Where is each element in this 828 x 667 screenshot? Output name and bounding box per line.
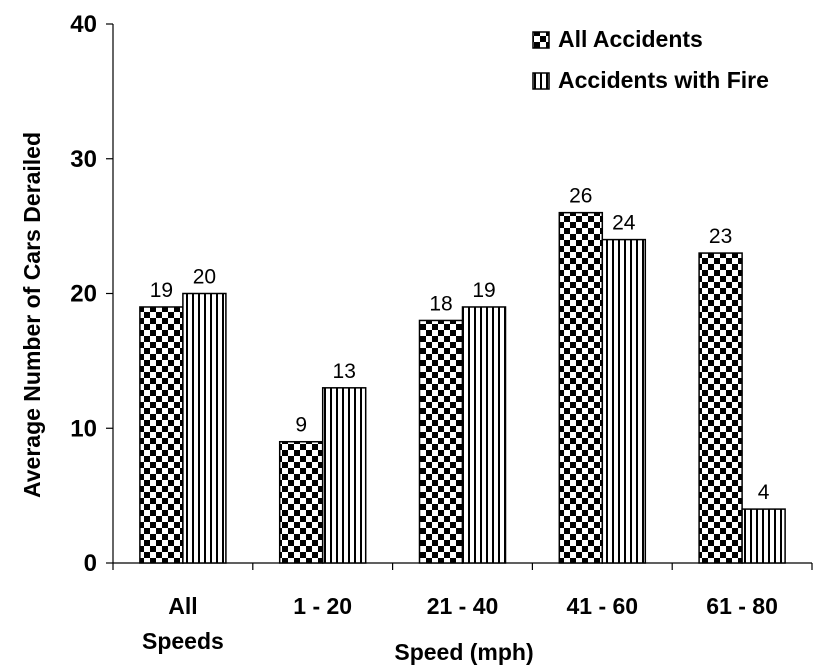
- y-ticks: 0 10 20 30 40: [70, 11, 113, 577]
- category-label: 41 - 60: [566, 593, 638, 619]
- y-tick-label: 0: [84, 550, 97, 577]
- bar-accidents-with-fire: [463, 307, 506, 563]
- data-label: 9: [295, 414, 307, 437]
- data-label: 4: [758, 481, 770, 504]
- legend-swatch: [533, 32, 549, 48]
- category-label: 1 - 20: [293, 593, 352, 619]
- data-label: 20: [193, 266, 216, 289]
- bar-all-accidents: [280, 442, 323, 563]
- bars: [140, 213, 785, 563]
- category-label: 61 - 80: [706, 593, 778, 619]
- data-label: 18: [429, 292, 452, 315]
- category-label: 21 - 40: [427, 593, 499, 619]
- y-tick-label: 20: [70, 281, 97, 308]
- data-label: 19: [472, 279, 495, 302]
- bar-accidents-with-fire: [183, 294, 226, 564]
- legend: All Accidents Accidents with Fire: [533, 26, 769, 93]
- data-label: 13: [333, 360, 356, 383]
- y-tick-label: 40: [70, 11, 97, 38]
- data-label: 19: [150, 279, 173, 302]
- bar-accidents-with-fire: [323, 388, 366, 563]
- legend-swatch: [533, 73, 549, 89]
- bar-accidents-with-fire: [742, 509, 785, 563]
- data-label: 23: [709, 225, 732, 248]
- y-tick-label: 10: [70, 415, 97, 442]
- bar-all-accidents: [699, 253, 742, 563]
- data-label: 24: [612, 212, 636, 235]
- bar-accidents-with-fire: [602, 240, 645, 563]
- bar-all-accidents: [140, 307, 183, 563]
- data-label: 26: [569, 185, 592, 208]
- legend-label: Accidents with Fire: [558, 67, 769, 93]
- y-axis-title: Average Number of Cars Derailed: [19, 132, 45, 498]
- bar-all-accidents: [420, 320, 463, 563]
- legend-label: All Accidents: [558, 26, 703, 52]
- bar-all-accidents: [559, 213, 602, 563]
- category-label: Speeds: [142, 628, 224, 654]
- y-tick-label: 30: [70, 146, 97, 173]
- x-axis-title: Speed (mph): [394, 639, 533, 665]
- category-label: All: [168, 593, 197, 619]
